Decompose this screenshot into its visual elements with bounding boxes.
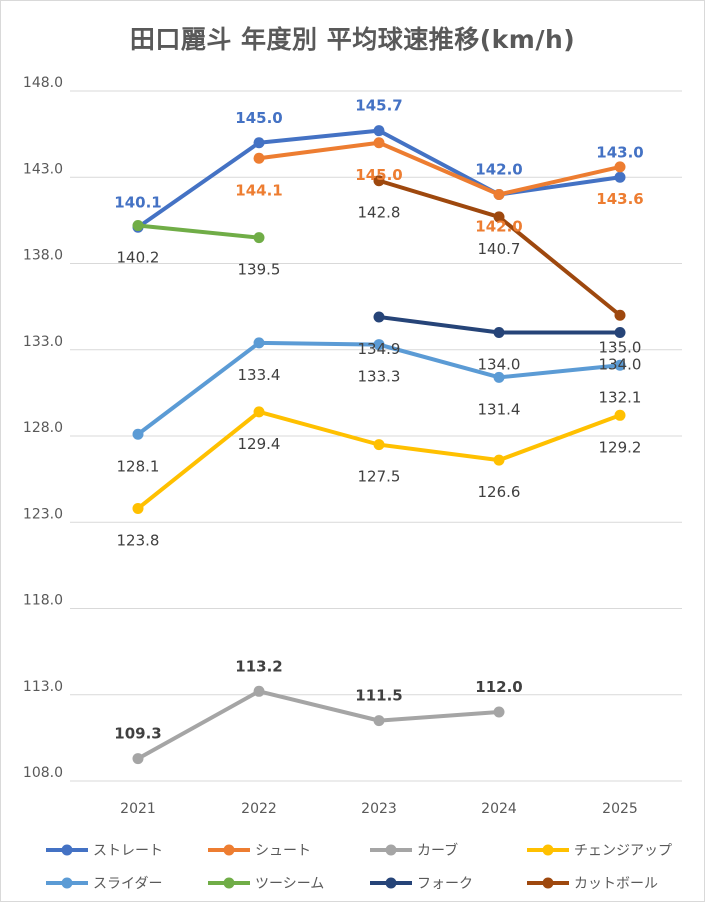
legend-swatch-marker <box>385 844 397 856</box>
data-point <box>373 125 385 137</box>
y-tick-label: 123.0 <box>23 506 63 522</box>
data-label: 133.3 <box>358 368 401 386</box>
data-point <box>373 175 385 187</box>
series-line <box>136 223 261 240</box>
data-point <box>132 220 144 232</box>
data-label: 135.0 <box>599 338 642 356</box>
data-label: 109.3 <box>114 725 161 743</box>
y-tick-label: 128.0 <box>23 420 63 436</box>
y-tick-label: 108.0 <box>23 765 63 781</box>
data-label: 140.7 <box>478 240 521 258</box>
legend-label: チェンジアップ <box>574 843 672 859</box>
x-tick-label: 2021 <box>120 801 156 817</box>
data-label: 143.0 <box>596 143 643 161</box>
data-point <box>614 359 626 371</box>
data-label: 126.6 <box>478 483 521 501</box>
data-label: 113.2 <box>235 657 282 675</box>
data-label: 132.1 <box>599 388 642 406</box>
legend-swatch-marker <box>385 877 397 889</box>
data-label: 145.0 <box>355 166 402 184</box>
legend-label: カットボール <box>574 876 658 892</box>
data-label: 143.6 <box>596 190 643 208</box>
data-label: 131.4 <box>478 400 521 418</box>
data-point <box>132 502 144 514</box>
y-tick-label: 133.0 <box>23 334 63 350</box>
y-tick-label: 113.0 <box>23 679 63 695</box>
series-line <box>136 409 622 511</box>
data-point <box>614 171 626 183</box>
data-label: 145.7 <box>355 97 402 115</box>
data-label: 140.1 <box>114 193 161 211</box>
data-label: 129.4 <box>238 435 281 453</box>
x-tick-label: 2022 <box>241 801 277 817</box>
data-label: 129.2 <box>599 438 642 456</box>
series-line <box>136 689 501 761</box>
data-point <box>614 161 626 173</box>
data-point <box>493 189 505 200</box>
data-label: 128.1 <box>117 457 160 475</box>
data-point <box>373 439 385 451</box>
legend-label: ツーシーム <box>255 876 324 892</box>
data-label: 127.5 <box>358 468 401 486</box>
legend-swatch-marker <box>61 877 73 889</box>
data-label: 134.0 <box>478 356 521 374</box>
y-tick-label: 118.0 <box>23 593 63 609</box>
data-point <box>132 753 144 765</box>
data-label: 139.5 <box>238 261 281 279</box>
legend-swatch-marker <box>61 844 73 856</box>
legend-swatch-marker <box>223 844 235 856</box>
data-label: 142.0 <box>475 161 522 179</box>
data-label: 134.0 <box>599 356 642 374</box>
data-label: 142.0 <box>475 218 522 236</box>
data-label: 145.0 <box>235 109 282 127</box>
data-point <box>253 406 265 418</box>
data-point <box>373 339 385 351</box>
data-label: 111.5 <box>355 687 402 705</box>
legend-swatch-marker <box>223 877 235 889</box>
data-point <box>614 327 626 338</box>
y-tick-label: 143.0 <box>23 161 63 177</box>
data-point <box>493 327 505 338</box>
data-label: 144.1 <box>235 181 282 199</box>
data-label: 123.8 <box>117 531 160 549</box>
legend-label: ストレート <box>93 843 163 859</box>
x-tick-label: 2024 <box>481 801 517 817</box>
data-point <box>493 211 505 223</box>
legend-swatch-marker <box>542 844 554 856</box>
legend-label: カーブ <box>417 842 458 859</box>
series-line <box>257 140 622 197</box>
chart-title: 田口麗斗 年度別 平均球速推移(km/h) <box>129 25 576 54</box>
data-point <box>373 137 385 149</box>
data-point <box>253 152 265 164</box>
legend-label: フォーク <box>417 876 473 892</box>
y-tick-label: 148.0 <box>23 75 63 91</box>
data-point <box>253 685 265 697</box>
data-point <box>493 454 505 466</box>
data-point <box>253 337 265 349</box>
x-tick-label: 2025 <box>602 801 638 817</box>
data-point <box>493 706 505 718</box>
data-point <box>373 311 385 323</box>
data-point <box>132 428 144 440</box>
data-label: 134.9 <box>358 340 401 358</box>
legend-label: シュート <box>255 843 311 859</box>
data-label: 140.2 <box>117 249 160 267</box>
data-point <box>253 232 265 244</box>
data-label: 133.4 <box>238 366 281 384</box>
y-tick-label: 138.0 <box>23 248 63 264</box>
legend-swatch-marker <box>542 877 554 889</box>
data-point <box>614 409 626 421</box>
data-point <box>614 309 626 321</box>
data-point <box>253 137 265 149</box>
data-point <box>493 371 505 383</box>
data-label: 112.0 <box>475 678 522 696</box>
data-point <box>373 715 385 727</box>
data-label: 142.8 <box>358 204 401 222</box>
legend-label: スライダー <box>93 876 162 892</box>
x-tick-label: 2023 <box>361 801 397 817</box>
